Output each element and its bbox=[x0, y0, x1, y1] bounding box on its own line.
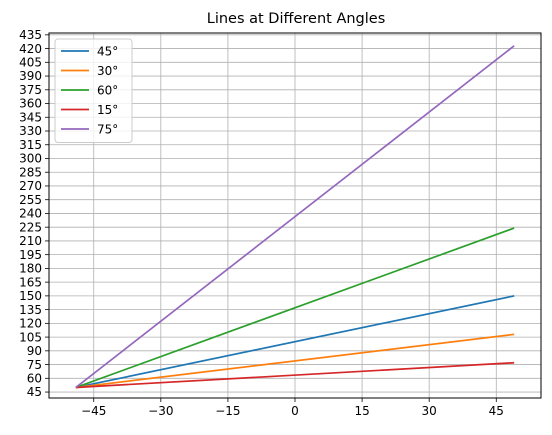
y-tick-label: 210 bbox=[19, 234, 42, 248]
legend-label: 15° bbox=[97, 103, 118, 117]
chart-title: Lines at Different Angles bbox=[207, 11, 386, 27]
y-tick-label: 285 bbox=[19, 165, 42, 179]
y-tick-label: 75 bbox=[27, 358, 42, 372]
y-tick-label: 195 bbox=[19, 248, 42, 262]
y-tick-label: 60 bbox=[27, 372, 42, 386]
x-tick-label: −15 bbox=[215, 404, 240, 418]
y-tick-label: 330 bbox=[19, 124, 42, 138]
y-tick-label: 360 bbox=[19, 97, 42, 111]
x-tick-label: 0 bbox=[291, 404, 299, 418]
y-tick-label: 345 bbox=[19, 110, 42, 124]
y-tick-label: 180 bbox=[19, 262, 42, 276]
y-tick-label: 150 bbox=[19, 289, 42, 303]
y-tick-label: 240 bbox=[19, 207, 42, 221]
legend-label: 75° bbox=[97, 123, 118, 137]
y-tick-label: 120 bbox=[19, 317, 42, 331]
y-tick-label: 135 bbox=[19, 303, 42, 317]
y-tick-label: 45 bbox=[27, 385, 42, 399]
y-tick-label: 435 bbox=[19, 28, 42, 42]
legend-label: 60° bbox=[97, 84, 118, 98]
y-tick-label: 300 bbox=[19, 152, 42, 166]
y-tick-label: 315 bbox=[19, 138, 42, 152]
x-tick-label: 45 bbox=[489, 404, 504, 418]
y-tick-label: 420 bbox=[19, 42, 42, 56]
x-tick-label: 30 bbox=[422, 404, 437, 418]
x-tick-label: 15 bbox=[354, 404, 369, 418]
y-tick-label: 90 bbox=[27, 344, 42, 358]
legend-label: 30° bbox=[97, 64, 118, 78]
legend: 45° 30° 60° 15° 75° bbox=[55, 39, 132, 143]
y-tick-label: 165 bbox=[19, 275, 42, 289]
x-tick-label: −45 bbox=[81, 404, 106, 418]
y-tick-label: 270 bbox=[19, 179, 42, 193]
y-tick-label: 105 bbox=[19, 330, 42, 344]
y-tick-label: 405 bbox=[19, 56, 42, 70]
y-tick-label: 390 bbox=[19, 69, 42, 83]
legend-label: 45° bbox=[97, 45, 118, 59]
y-tick-label: 375 bbox=[19, 83, 42, 97]
x-tick-label: −30 bbox=[148, 404, 173, 418]
y-tick-label: 225 bbox=[19, 220, 42, 234]
y-tick-label: 255 bbox=[19, 193, 42, 207]
